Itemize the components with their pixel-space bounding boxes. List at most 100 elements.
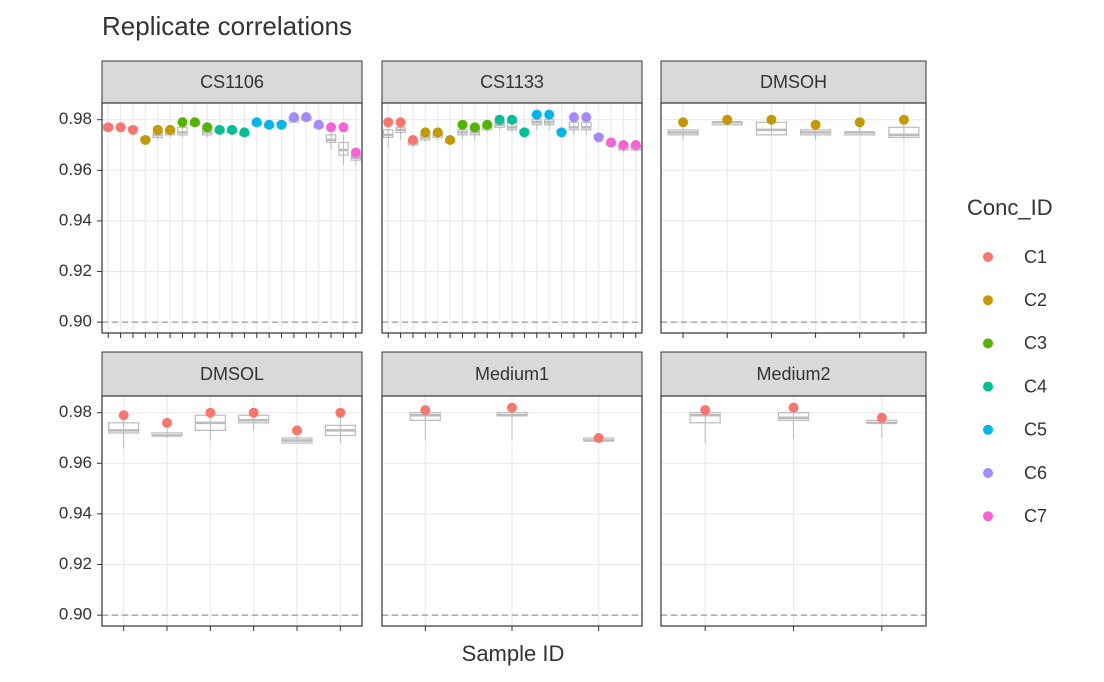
point	[383, 117, 394, 128]
y-tick-label: 0.92	[59, 261, 92, 280]
box	[382, 129, 394, 139]
point	[292, 425, 302, 436]
point	[788, 402, 799, 413]
box	[777, 412, 810, 421]
point	[507, 114, 517, 125]
legend-marker	[983, 468, 993, 478]
point	[469, 122, 480, 133]
legend-label: C5	[1024, 420, 1047, 440]
point	[618, 140, 629, 151]
box	[177, 126, 188, 136]
box	[325, 134, 337, 144]
point	[722, 114, 733, 125]
point	[313, 119, 324, 130]
y-tick-label: 0.94	[59, 210, 92, 229]
legend-label: C2	[1024, 290, 1047, 310]
point	[239, 127, 250, 138]
legend-marker	[983, 511, 993, 522]
point	[288, 112, 299, 123]
point	[205, 407, 216, 418]
box	[888, 126, 920, 139]
y-tick-label: 0.96	[59, 453, 92, 472]
point	[678, 117, 689, 128]
strip	[101, 60, 363, 104]
y-tick-label: 0.98	[59, 109, 92, 128]
point	[482, 119, 493, 130]
legend-label: C6	[1024, 463, 1047, 483]
point	[876, 412, 887, 423]
legend-title: Conc_ID	[967, 195, 1053, 220]
point	[507, 402, 517, 413]
point	[556, 127, 567, 138]
legend-label: C7	[1024, 506, 1047, 526]
point	[338, 122, 349, 133]
point	[630, 140, 641, 151]
point	[251, 117, 262, 128]
box	[581, 121, 592, 131]
box	[568, 121, 580, 131]
strip	[101, 351, 363, 397]
box	[338, 141, 349, 156]
legend-marker	[983, 338, 993, 349]
panel-border	[660, 102, 927, 334]
legend-marker	[983, 295, 993, 306]
strip-label: DMSOH	[760, 72, 827, 92]
chart-title: Replicate correlations	[102, 11, 352, 41]
point	[544, 109, 555, 120]
panel-border	[381, 102, 643, 334]
point	[854, 117, 865, 128]
point	[581, 112, 592, 123]
point	[519, 127, 530, 138]
point	[494, 114, 505, 125]
point	[276, 119, 287, 130]
legend-marker	[983, 252, 993, 262]
panel-border	[101, 102, 363, 334]
point	[127, 124, 138, 135]
point	[177, 117, 188, 128]
point	[593, 132, 604, 143]
strip	[660, 60, 927, 104]
point	[118, 410, 129, 421]
y-tick-label: 0.96	[59, 160, 92, 179]
point	[420, 405, 431, 416]
y-tick-label: 0.94	[59, 503, 92, 522]
legend-label: C3	[1024, 333, 1047, 353]
y-tick-label: 0.90	[59, 312, 92, 331]
point	[766, 114, 777, 125]
panel-border	[660, 395, 927, 627]
legend-marker	[983, 424, 993, 435]
point	[227, 124, 237, 135]
point	[568, 112, 579, 123]
point	[531, 109, 542, 120]
point	[457, 119, 468, 130]
panel-border	[101, 395, 363, 627]
point	[162, 417, 172, 428]
point	[264, 119, 275, 130]
point	[152, 124, 163, 135]
box	[108, 422, 140, 434]
point	[103, 122, 114, 133]
strip-label: CS1133	[480, 72, 544, 92]
strip-label: CS1106	[200, 72, 264, 92]
point	[214, 124, 225, 135]
legend-marker	[983, 381, 993, 392]
y-tick-label: 0.90	[59, 605, 92, 624]
point	[301, 112, 312, 123]
point	[606, 137, 617, 148]
y-tick-label: 0.98	[59, 402, 92, 421]
point	[432, 127, 443, 138]
point	[898, 114, 909, 125]
strip-label: DMSOL	[200, 364, 264, 384]
point	[202, 122, 213, 133]
point	[140, 134, 151, 145]
strip-label: Medium2	[756, 364, 830, 384]
point	[407, 134, 418, 145]
point	[165, 124, 176, 135]
point	[810, 119, 821, 130]
point	[350, 147, 361, 158]
point	[445, 134, 456, 145]
panel-border	[381, 395, 643, 627]
legend-label: C4	[1024, 376, 1047, 396]
legend-label: C1	[1024, 247, 1047, 267]
